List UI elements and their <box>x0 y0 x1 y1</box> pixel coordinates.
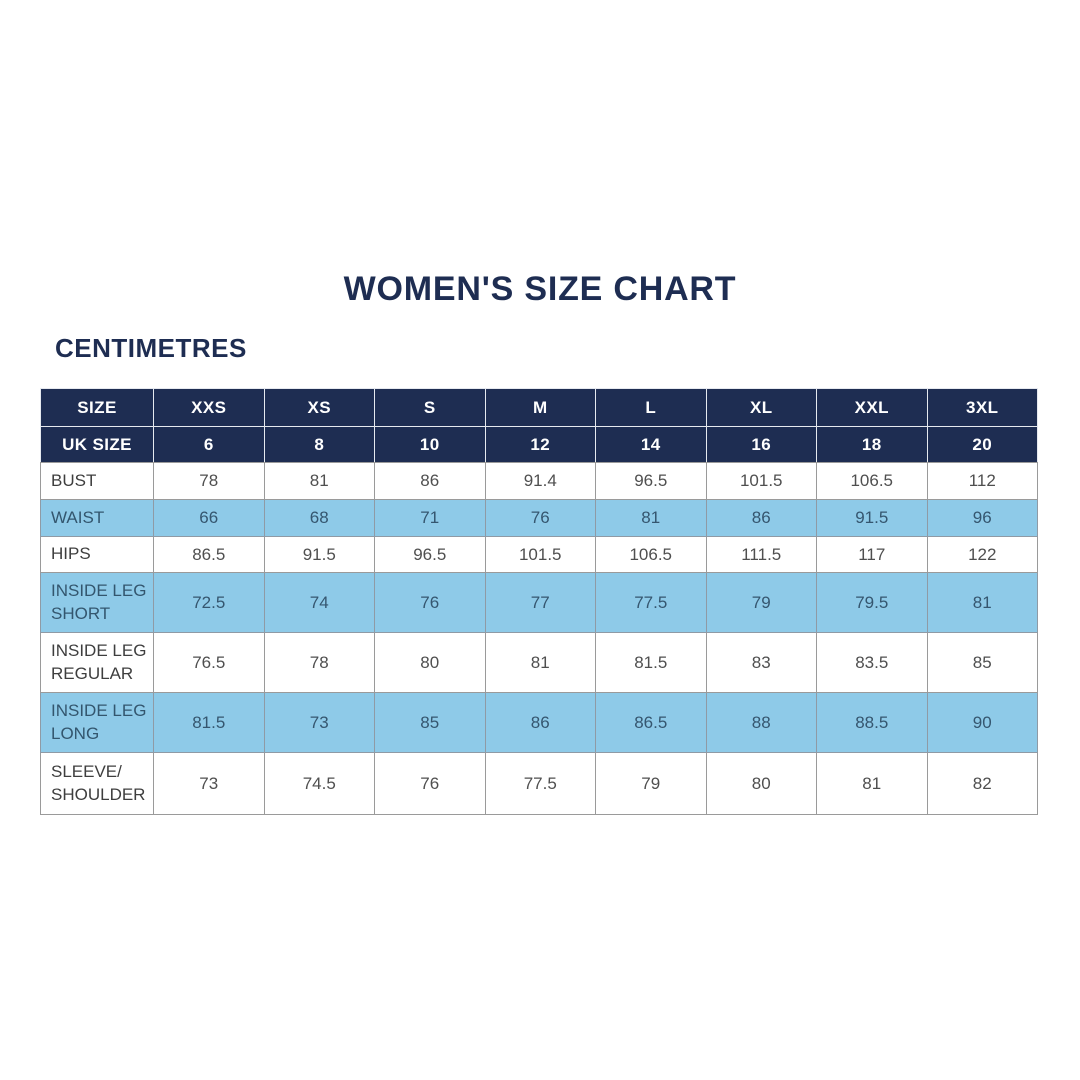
uk-size-col-header: 6 <box>153 426 265 463</box>
value-cell: 88 <box>705 692 817 753</box>
uk-size-col-header: 20 <box>926 426 1038 463</box>
size-header-row: SIZE XXS XS S M L XL XXL 3XL <box>40 388 1038 427</box>
value-cell: 82 <box>926 752 1038 815</box>
value-cell: 71 <box>374 499 486 537</box>
value-cell: 77.5 <box>595 572 707 633</box>
value-cell: 122 <box>926 536 1038 573</box>
value-cell: 86 <box>705 499 817 537</box>
value-cell: 74 <box>263 572 375 633</box>
value-cell: 79 <box>595 752 707 815</box>
value-cell: 85 <box>926 632 1038 693</box>
uk-size-header-row: UK SIZE 6 8 10 12 14 16 18 20 <box>40 426 1038 463</box>
value-cell: 117 <box>816 536 928 573</box>
size-col-header: L <box>595 388 707 427</box>
row-label: INSIDE LEG LONG <box>40 692 154 753</box>
value-cell: 91.5 <box>263 536 375 573</box>
row-label: INSIDE LEG REGULAR <box>40 632 154 693</box>
value-cell: 96.5 <box>374 536 486 573</box>
uk-size-col-header: 10 <box>374 426 486 463</box>
value-cell: 81.5 <box>595 632 707 693</box>
value-cell: 73 <box>153 752 265 815</box>
uk-size-col-header: 14 <box>595 426 707 463</box>
value-cell: 90 <box>926 692 1038 753</box>
table-row-inside-leg-regular: INSIDE LEG REGULAR 76.5 78 80 81 81.5 83… <box>40 632 1038 693</box>
value-cell: 78 <box>153 462 265 500</box>
size-chart-table: SIZE XXS XS S M L XL XXL 3XL UK SIZE 6 8… <box>40 388 1038 815</box>
value-cell: 91.5 <box>816 499 928 537</box>
value-cell: 96 <box>926 499 1038 537</box>
value-cell: 81 <box>926 572 1038 633</box>
value-cell: 88.5 <box>816 692 928 753</box>
value-cell: 74.5 <box>263 752 375 815</box>
table-row-waist: WAIST 66 68 71 76 81 86 91.5 96 <box>40 499 1038 537</box>
value-cell: 79 <box>705 572 817 633</box>
row-label: BUST <box>40 462 154 500</box>
value-cell: 101.5 <box>705 462 817 500</box>
uk-size-col-header: 18 <box>816 426 928 463</box>
table-row-inside-leg-short: INSIDE LEG SHORT 72.5 74 76 77 77.5 79 7… <box>40 572 1038 633</box>
table-row-sleeve-shoulder: SLEEVE/ SHOULDER 73 74.5 76 77.5 79 80 8… <box>40 752 1038 815</box>
row-label: SLEEVE/ SHOULDER <box>40 752 154 815</box>
table-row-bust: BUST 78 81 86 91.4 96.5 101.5 106.5 112 <box>40 462 1038 500</box>
uk-size-col-header: 12 <box>484 426 596 463</box>
size-col-header: XS <box>263 388 375 427</box>
value-cell: 78 <box>263 632 375 693</box>
value-cell: 83.5 <box>816 632 928 693</box>
value-cell: 81 <box>595 499 707 537</box>
value-cell: 86.5 <box>153 536 265 573</box>
row-label: INSIDE LEG SHORT <box>40 572 154 633</box>
size-col-header: 3XL <box>926 388 1038 427</box>
value-cell: 96.5 <box>595 462 707 500</box>
value-cell: 81 <box>816 752 928 815</box>
value-cell: 81.5 <box>153 692 265 753</box>
value-cell: 77.5 <box>484 752 596 815</box>
table-row-inside-leg-long: INSIDE LEG LONG 81.5 73 85 86 86.5 88 88… <box>40 692 1038 753</box>
value-cell: 79.5 <box>816 572 928 633</box>
size-col-header: S <box>374 388 486 427</box>
size-col-header: M <box>484 388 596 427</box>
value-cell: 76 <box>374 752 486 815</box>
value-cell: 106.5 <box>595 536 707 573</box>
value-cell: 85 <box>374 692 486 753</box>
value-cell: 77 <box>484 572 596 633</box>
uk-size-header-label: UK SIZE <box>40 426 154 463</box>
value-cell: 80 <box>705 752 817 815</box>
value-cell: 111.5 <box>705 536 817 573</box>
value-cell: 73 <box>263 692 375 753</box>
value-cell: 83 <box>705 632 817 693</box>
size-col-header: XXS <box>153 388 265 427</box>
row-label: WAIST <box>40 499 154 537</box>
value-cell: 72.5 <box>153 572 265 633</box>
value-cell: 81 <box>484 632 596 693</box>
page-title: WOMEN'S SIZE CHART <box>343 270 737 308</box>
size-col-header: XXL <box>816 388 928 427</box>
row-label: HIPS <box>40 536 154 573</box>
size-col-header: XL <box>705 388 817 427</box>
value-cell: 76 <box>484 499 596 537</box>
value-cell: 101.5 <box>484 536 596 573</box>
uk-size-col-header: 8 <box>263 426 375 463</box>
unit-heading: CENTIMETRES <box>55 333 247 363</box>
value-cell: 86.5 <box>595 692 707 753</box>
uk-size-col-header: 16 <box>705 426 817 463</box>
value-cell: 80 <box>374 632 486 693</box>
value-cell: 76 <box>374 572 486 633</box>
size-header-label: SIZE <box>40 388 154 427</box>
value-cell: 86 <box>484 692 596 753</box>
value-cell: 81 <box>263 462 375 500</box>
value-cell: 91.4 <box>484 462 596 500</box>
table-row-hips: HIPS 86.5 91.5 96.5 101.5 106.5 111.5 11… <box>40 536 1038 573</box>
value-cell: 86 <box>374 462 486 500</box>
value-cell: 106.5 <box>816 462 928 500</box>
value-cell: 66 <box>153 499 265 537</box>
value-cell: 112 <box>926 462 1038 500</box>
value-cell: 68 <box>263 499 375 537</box>
value-cell: 76.5 <box>153 632 265 693</box>
